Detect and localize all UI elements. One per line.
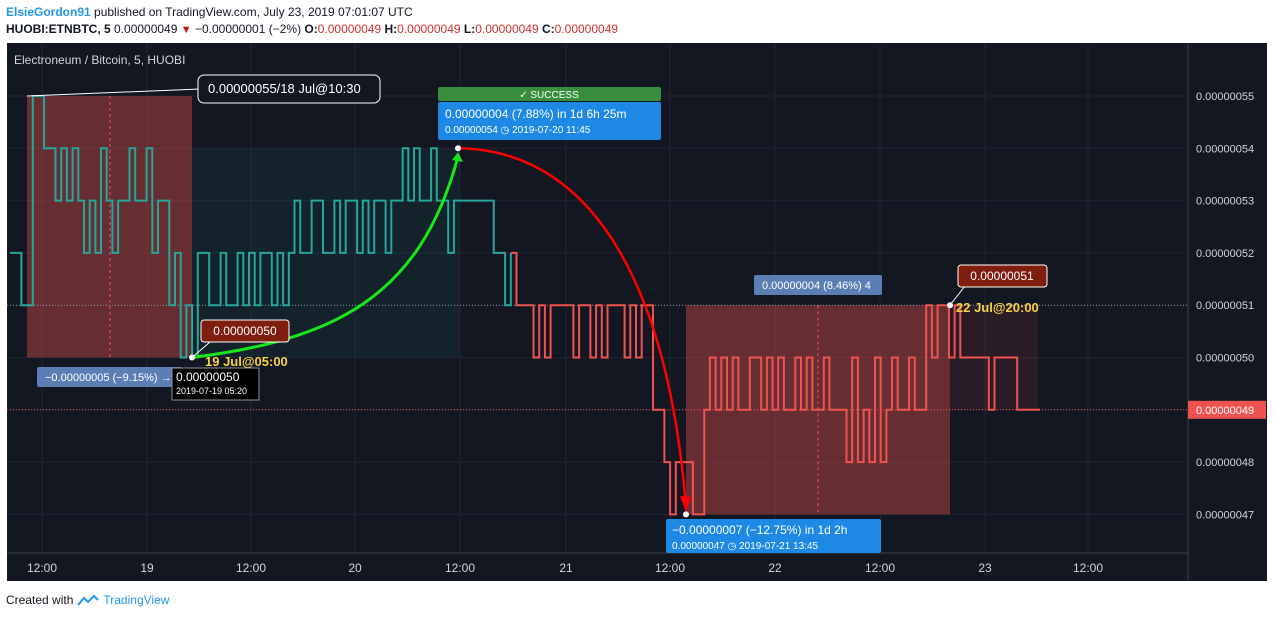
down-info-line1: −0.00000007 (−12.75%) in 1d 2h — [672, 523, 847, 537]
callout-pointer — [26, 88, 201, 97]
x-tick-label: 12:00 — [865, 561, 895, 575]
top-callout-box — [197, 74, 381, 104]
low-label-box — [200, 319, 290, 343]
close-label: C: — [538, 22, 555, 36]
y-tick-label: 0.00000054 — [1196, 143, 1254, 155]
created-with: Created with — [6, 593, 74, 607]
trough-point — [683, 511, 689, 518]
tooltip-date: 2019-07-19 05:20 — [176, 386, 247, 396]
low-label-text: 0.00000050 — [213, 324, 277, 338]
price-series — [10, 95, 1040, 516]
up-arrow-curve — [191, 155, 460, 359]
up-info-line2: 0.00000054 ◷ 2019-07-20 11:45 — [445, 125, 591, 136]
x-tick-label: 12:00 — [655, 561, 685, 575]
up-info-box — [438, 102, 661, 140]
ohlc-line: HUOBI:ETNBTC, 5 0.00000049 ▼ −0.00000001… — [6, 22, 618, 36]
low-label: L: — [460, 22, 476, 36]
tradingview-logo-icon — [77, 594, 100, 606]
range1-label-box — [37, 367, 182, 387]
right-point — [947, 302, 953, 309]
y-tick-label: 0.00000047 — [1196, 509, 1254, 521]
x-tick-label: 21 — [559, 561, 573, 575]
x-tick-label: 19 — [140, 561, 154, 575]
annotations: 0.00000055/18 Jul@10:30 ✓ SUCCESS 0.000000… — [26, 74, 1266, 553]
last-price: 0.00000049 — [110, 22, 181, 36]
x-tick-label: 20 — [348, 561, 362, 575]
success-badge — [438, 87, 661, 101]
series-line-up — [10, 95, 512, 359]
peak-point — [455, 145, 461, 152]
right-label-box — [957, 264, 1048, 288]
range1-label-text: −0.00000005 (−9.15%) → — [45, 372, 172, 384]
range2-label-box — [754, 275, 882, 295]
open-value: 0.00000049 — [317, 22, 382, 36]
footer: Created with TradingView — [6, 593, 169, 607]
last-price-tag — [1188, 400, 1266, 419]
low-date-text: 19 Jul@05:00 — [205, 354, 288, 369]
x-tick-label: 12:00 — [445, 561, 475, 575]
x-tick-label: 23 — [978, 561, 992, 575]
y-tick-label: 0.00000051 — [1196, 300, 1254, 312]
series-line-down — [510, 251, 1040, 516]
publish-info: published on TradingView.com, July 23, 2… — [90, 5, 413, 19]
y-tick-label: 0.00000055 — [1196, 91, 1254, 103]
up-arrow-head — [452, 152, 463, 162]
y-tick-label: 0.00000048 — [1196, 457, 1254, 469]
tooltip-price: 0.00000050 — [176, 370, 240, 384]
right-label-text: 0.00000051 — [970, 269, 1034, 283]
author-link[interactable]: ElsieGordon91 — [6, 5, 91, 19]
x-tick-label: 12:00 — [27, 561, 57, 575]
price-change: −0.00000001 (−2%) — [191, 22, 305, 36]
right-pointer — [949, 285, 966, 306]
top-callout-text: 0.00000055/18 Jul@10:30 — [208, 81, 361, 96]
x-tick-label: 12:00 — [1073, 561, 1103, 575]
x-tick-label: 12:00 — [236, 561, 266, 575]
high-value: 0.00000049 — [397, 22, 461, 36]
down-info-line2: 0.00000047 ◷ 2019-07-21 13:45 — [672, 541, 819, 552]
tooltip-box — [171, 367, 260, 401]
close-value: 0.00000049 — [554, 22, 619, 36]
symbol-label: HUOBI:ETNBTC, 5 — [6, 22, 111, 36]
y-tick-label: 0.00000053 — [1196, 196, 1254, 208]
success-text: ✓ SUCCESS — [519, 90, 579, 101]
down-triangle-icon: ▼ — [180, 24, 192, 36]
range2-label-text: 0.00000004 (8.46%) 4 — [762, 280, 871, 292]
down-arrow-head — [680, 496, 691, 513]
low-value: 0.00000049 — [475, 22, 539, 36]
up-info-line1: 0.00000004 (7.88%) in 1d 6h 25m — [445, 107, 626, 121]
publish-line: ElsieGordon91 published on TradingView.c… — [6, 5, 413, 19]
down-arrow-curve — [457, 147, 688, 509]
high-label: H: — [381, 22, 398, 36]
low-pointer — [191, 341, 211, 358]
low-point — [189, 354, 195, 361]
chart-title: Electroneum / Bitcoin, 5, HUOBI — [14, 53, 185, 67]
tradingview-link[interactable]: TradingView — [103, 593, 170, 607]
y-tick-label: 0.00000050 — [1196, 353, 1254, 365]
right-date-text: 22 Jul@20:00 — [956, 300, 1039, 315]
y-tick-label: 0.00000052 — [1196, 248, 1254, 260]
x-tick-label: 22 — [768, 561, 782, 575]
down-info-box — [666, 519, 881, 553]
open-label: O: — [304, 22, 318, 36]
last-price-tag-text: 0.00000049 — [1196, 405, 1254, 417]
